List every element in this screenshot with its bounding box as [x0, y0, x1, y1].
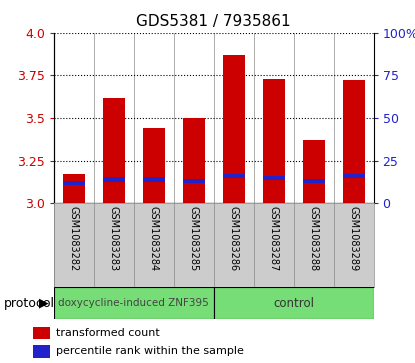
Bar — [63, 174, 85, 203]
Text: transformed count: transformed count — [56, 328, 160, 338]
Bar — [54, 287, 214, 319]
Text: GSM1083288: GSM1083288 — [309, 206, 319, 271]
Text: doxycycline-induced ZNF395: doxycycline-induced ZNF395 — [59, 298, 209, 308]
Bar — [103, 177, 125, 182]
Bar — [303, 179, 325, 183]
Bar — [342, 81, 364, 203]
Text: protocol: protocol — [4, 297, 55, 310]
Bar — [223, 174, 245, 178]
Text: GSM1083285: GSM1083285 — [189, 206, 199, 271]
Bar — [263, 176, 285, 180]
Bar — [223, 55, 245, 203]
Title: GDS5381 / 7935861: GDS5381 / 7935861 — [137, 14, 291, 29]
Text: GSM1083286: GSM1083286 — [229, 206, 239, 271]
Bar — [214, 287, 374, 319]
Bar — [33, 345, 50, 358]
Bar — [183, 179, 205, 183]
Bar — [143, 128, 165, 203]
Text: GSM1083283: GSM1083283 — [109, 206, 119, 271]
Text: percentile rank within the sample: percentile rank within the sample — [56, 346, 244, 356]
Text: control: control — [273, 297, 314, 310]
Bar — [103, 98, 125, 203]
Text: GSM1083289: GSM1083289 — [349, 206, 359, 271]
Bar — [63, 181, 85, 185]
Bar — [342, 174, 364, 178]
Bar — [183, 118, 205, 203]
Text: GSM1083287: GSM1083287 — [269, 206, 278, 271]
Bar — [303, 140, 325, 203]
Bar — [143, 177, 165, 182]
Text: ▶: ▶ — [39, 297, 49, 310]
Text: GSM1083284: GSM1083284 — [149, 206, 159, 271]
Bar — [33, 327, 50, 339]
Bar — [263, 79, 285, 203]
Text: GSM1083282: GSM1083282 — [69, 206, 79, 271]
